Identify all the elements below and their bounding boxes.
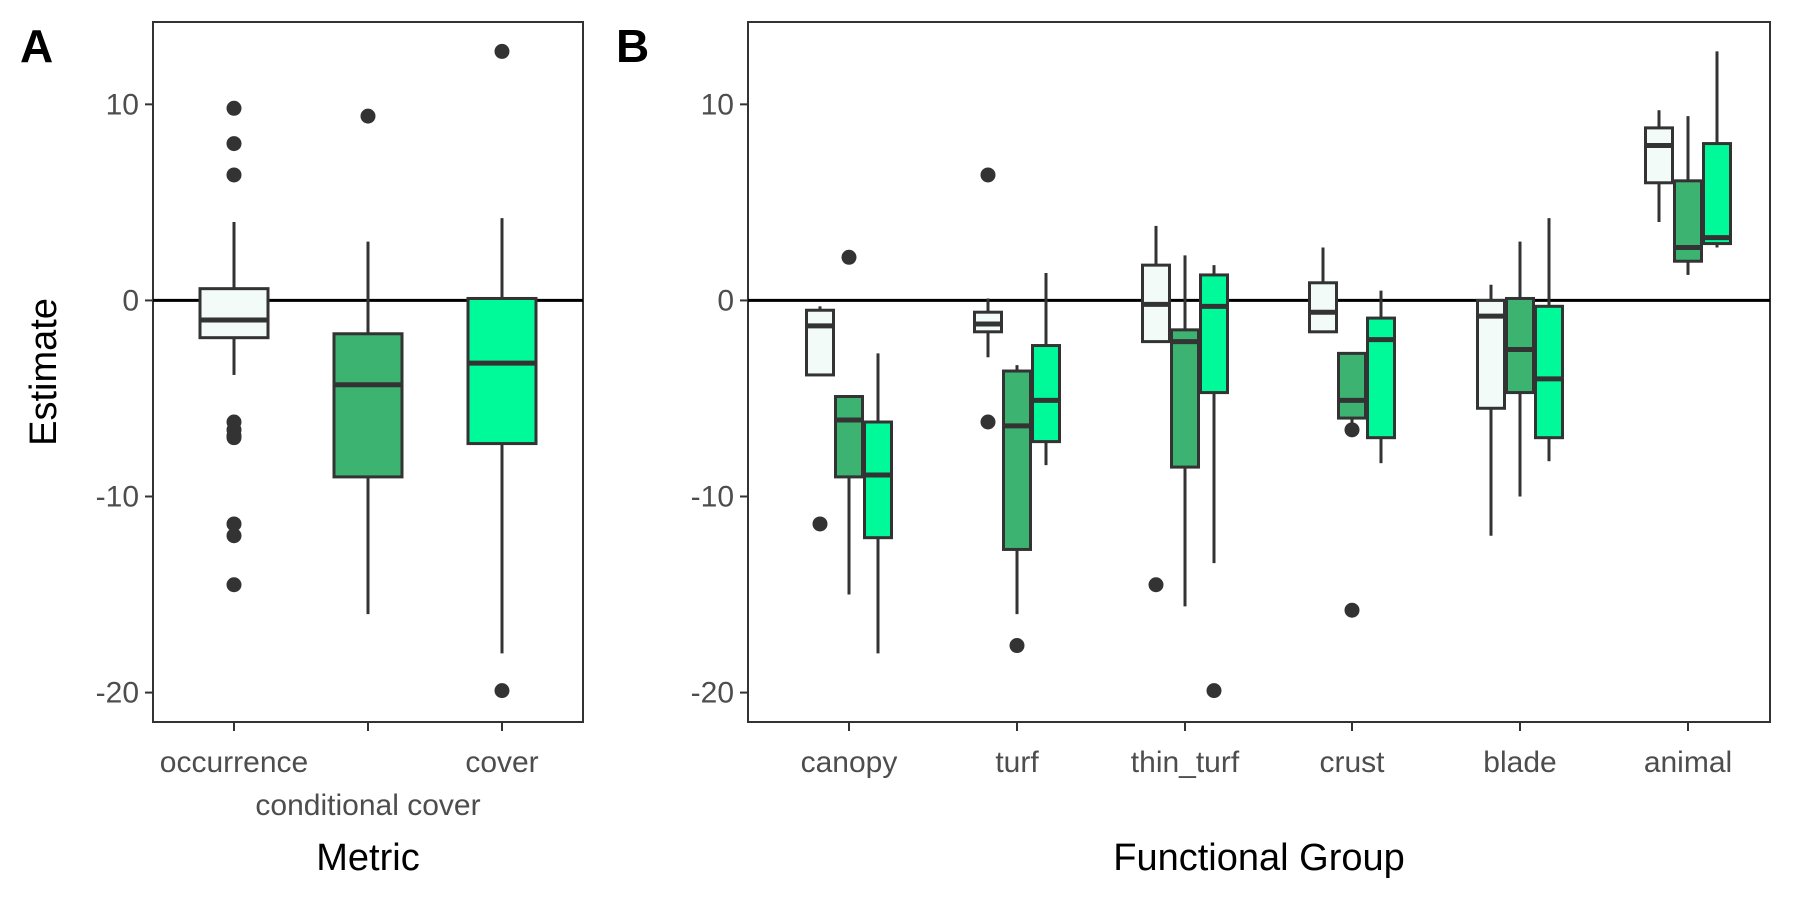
- panel-b-x-axis-title: Functional Group: [1113, 837, 1405, 879]
- box-crust-2-box: [1366, 316, 1396, 440]
- box-turf-0: [973, 167, 1003, 430]
- box-thin_turf-1: [1170, 255, 1200, 607]
- box-canopy-1-box: [834, 395, 864, 479]
- y-tick-label-2: -10: [691, 481, 734, 514]
- panel-b: B 10 0 -10 -20 canopy turf thin_turf crust blad…: [616, 20, 1771, 879]
- box-thin_turf-2-outlier-0: [1206, 683, 1222, 699]
- panel-a: A 10 0 -10 -20 occurrence conditional cover c…: [20, 20, 584, 879]
- box-0-outlier-1: [226, 136, 242, 152]
- box-1-outlier-0: [360, 108, 376, 124]
- box-animal-1: [1673, 116, 1703, 275]
- box-canopy-0-outlier-0: [812, 516, 828, 532]
- y-tick-label-3: -20: [691, 677, 734, 710]
- box-canopy-1: [834, 249, 864, 595]
- box-thin_turf-0-outlier-0: [1148, 577, 1164, 593]
- y-tick-label-2: -10: [96, 481, 139, 514]
- panel-a-tag: A: [20, 20, 53, 72]
- panel-b-boxes: [805, 51, 1732, 699]
- box-canopy-1-outlier-0: [841, 249, 857, 265]
- box-blade-0: [1476, 284, 1506, 536]
- box-0-outlier-0: [226, 100, 242, 116]
- box-2-outlier-1: [494, 683, 510, 699]
- panel-b-plot-border: [747, 21, 1771, 723]
- box-blade-1: [1505, 241, 1535, 497]
- box-crust-1-outlier-1: [1344, 602, 1360, 618]
- box-thin_turf-1-box: [1170, 328, 1200, 469]
- box-0-outlier-2: [226, 167, 242, 183]
- box-turf-0-outlier-0: [980, 167, 996, 183]
- panel-a-y-axis: 10 0 -10 -20: [96, 88, 153, 710]
- box-0-outlier-9: [226, 577, 242, 593]
- box-animal-0-box: [1644, 126, 1674, 185]
- box-turf-2-box: [1031, 344, 1061, 444]
- x-tick-label-3: crust: [1319, 746, 1385, 779]
- box-blade-1-box: [1505, 296, 1535, 395]
- box-animal-0: [1644, 110, 1674, 222]
- panel-b-x-axis: canopy turf thin_turf crust blade animal: [801, 722, 1732, 779]
- panel-a-x-axis-title: Metric: [316, 837, 419, 879]
- panel-b-y-axis: 10 0 -10 -20: [691, 88, 748, 710]
- box-crust-1-outlier-0: [1344, 422, 1360, 438]
- y-tick-label-3: -20: [96, 677, 139, 710]
- y-tick-label-0: 10: [106, 88, 139, 121]
- box-turf-1-outlier-0: [1009, 638, 1025, 654]
- y-tick-label-1: 0: [717, 284, 734, 317]
- box-2-outlier-0: [494, 43, 510, 59]
- box-blade-2: [1534, 218, 1564, 462]
- box-turf-2: [1031, 272, 1061, 466]
- x-tick-label-4: blade: [1483, 746, 1556, 779]
- x-tick-label-2: cover: [465, 746, 538, 779]
- box-crust-1-box: [1337, 351, 1367, 420]
- box-animal-2-box: [1702, 142, 1732, 246]
- x-tick-label-2: thin_turf: [1131, 746, 1240, 779]
- x-tick-label-1: turf: [995, 746, 1039, 779]
- box-1-box: [332, 332, 404, 479]
- box-thin_turf-2: [1199, 265, 1229, 699]
- box-thin_turf-0: [1141, 225, 1171, 593]
- box-2: [466, 43, 538, 699]
- box-1: [332, 108, 404, 615]
- box-canopy-0: [805, 306, 835, 532]
- panel-a-x-axis: occurrence conditional cover cover: [160, 722, 539, 822]
- box-0-outlier-8: [226, 528, 242, 544]
- y-tick-label-0: 10: [701, 88, 734, 121]
- box-animal-2: [1702, 51, 1732, 248]
- box-turf-0-outlier-1: [980, 414, 996, 430]
- panel-b-tag: B: [616, 20, 649, 72]
- box-blade-2-box: [1534, 304, 1564, 440]
- box-turf-1-box: [1002, 369, 1032, 551]
- box-canopy-2-box: [863, 420, 893, 540]
- box-0: [198, 100, 270, 593]
- y-tick-label-1: 0: [122, 284, 139, 317]
- x-tick-label-1: conditional cover: [255, 789, 480, 822]
- panel-a-y-axis-title: Estimate: [23, 298, 65, 446]
- box-canopy-0-box: [805, 308, 835, 377]
- box-0-box: [198, 287, 270, 340]
- box-2-box: [466, 296, 538, 446]
- box-thin_turf-2-box: [1199, 273, 1229, 395]
- box-crust-0: [1308, 247, 1338, 334]
- panel-a-boxes: [198, 43, 538, 699]
- x-tick-label-0: canopy: [801, 746, 898, 779]
- box-crust-1: [1337, 351, 1367, 618]
- box-crust-2: [1366, 290, 1396, 464]
- x-tick-label-5: animal: [1644, 746, 1732, 779]
- box-canopy-2: [863, 353, 893, 654]
- x-tick-label-0: occurrence: [160, 746, 308, 779]
- box-0-outlier-7: [226, 516, 242, 532]
- box-turf-1: [1002, 365, 1032, 654]
- box-0-outlier-6: [226, 430, 242, 446]
- box-crust-0-box: [1308, 281, 1338, 334]
